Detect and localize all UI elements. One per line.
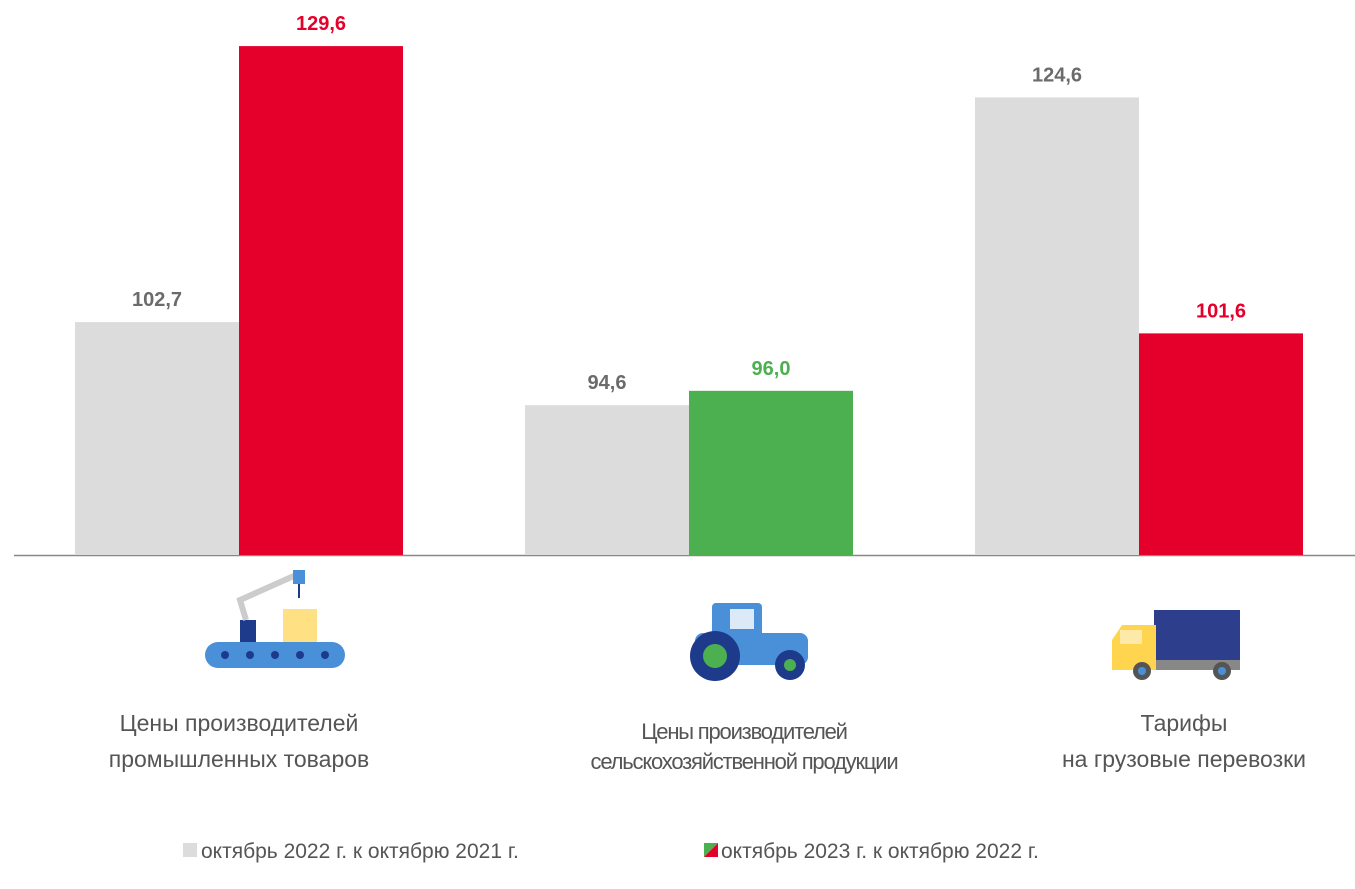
bar: [525, 405, 689, 555]
category-label: Тарифы на грузовые перевозки: [1061, 710, 1307, 772]
category-label: Цены производителей сельскохозяйственной…: [590, 719, 899, 774]
legend-label: октябрь 2023 г. к октябрю 2022 г.: [721, 840, 1039, 863]
value-label: 124,6: [1032, 64, 1082, 86]
bar: [75, 322, 239, 555]
icon-factory: [205, 570, 345, 668]
legend-label: октябрь 2022 г. к октябрю 2021 г.: [201, 840, 519, 863]
value-label: 129,6: [296, 13, 346, 35]
bar: [975, 97, 1139, 556]
icon-truck: [1112, 610, 1240, 680]
category-label: Цены производителей промышленных товаров: [108, 710, 370, 772]
value-label: 94,6: [588, 372, 627, 394]
legend-swatch: [183, 843, 197, 857]
value-label: 101,6: [1196, 300, 1246, 322]
legend-swatch: [704, 843, 718, 857]
icon-tractor: [690, 603, 808, 681]
bar: [689, 390, 853, 555]
value-label: 102,7: [132, 289, 182, 311]
bar: [239, 46, 403, 555]
value-label: 96,0: [752, 358, 791, 380]
bar: [1139, 333, 1303, 555]
